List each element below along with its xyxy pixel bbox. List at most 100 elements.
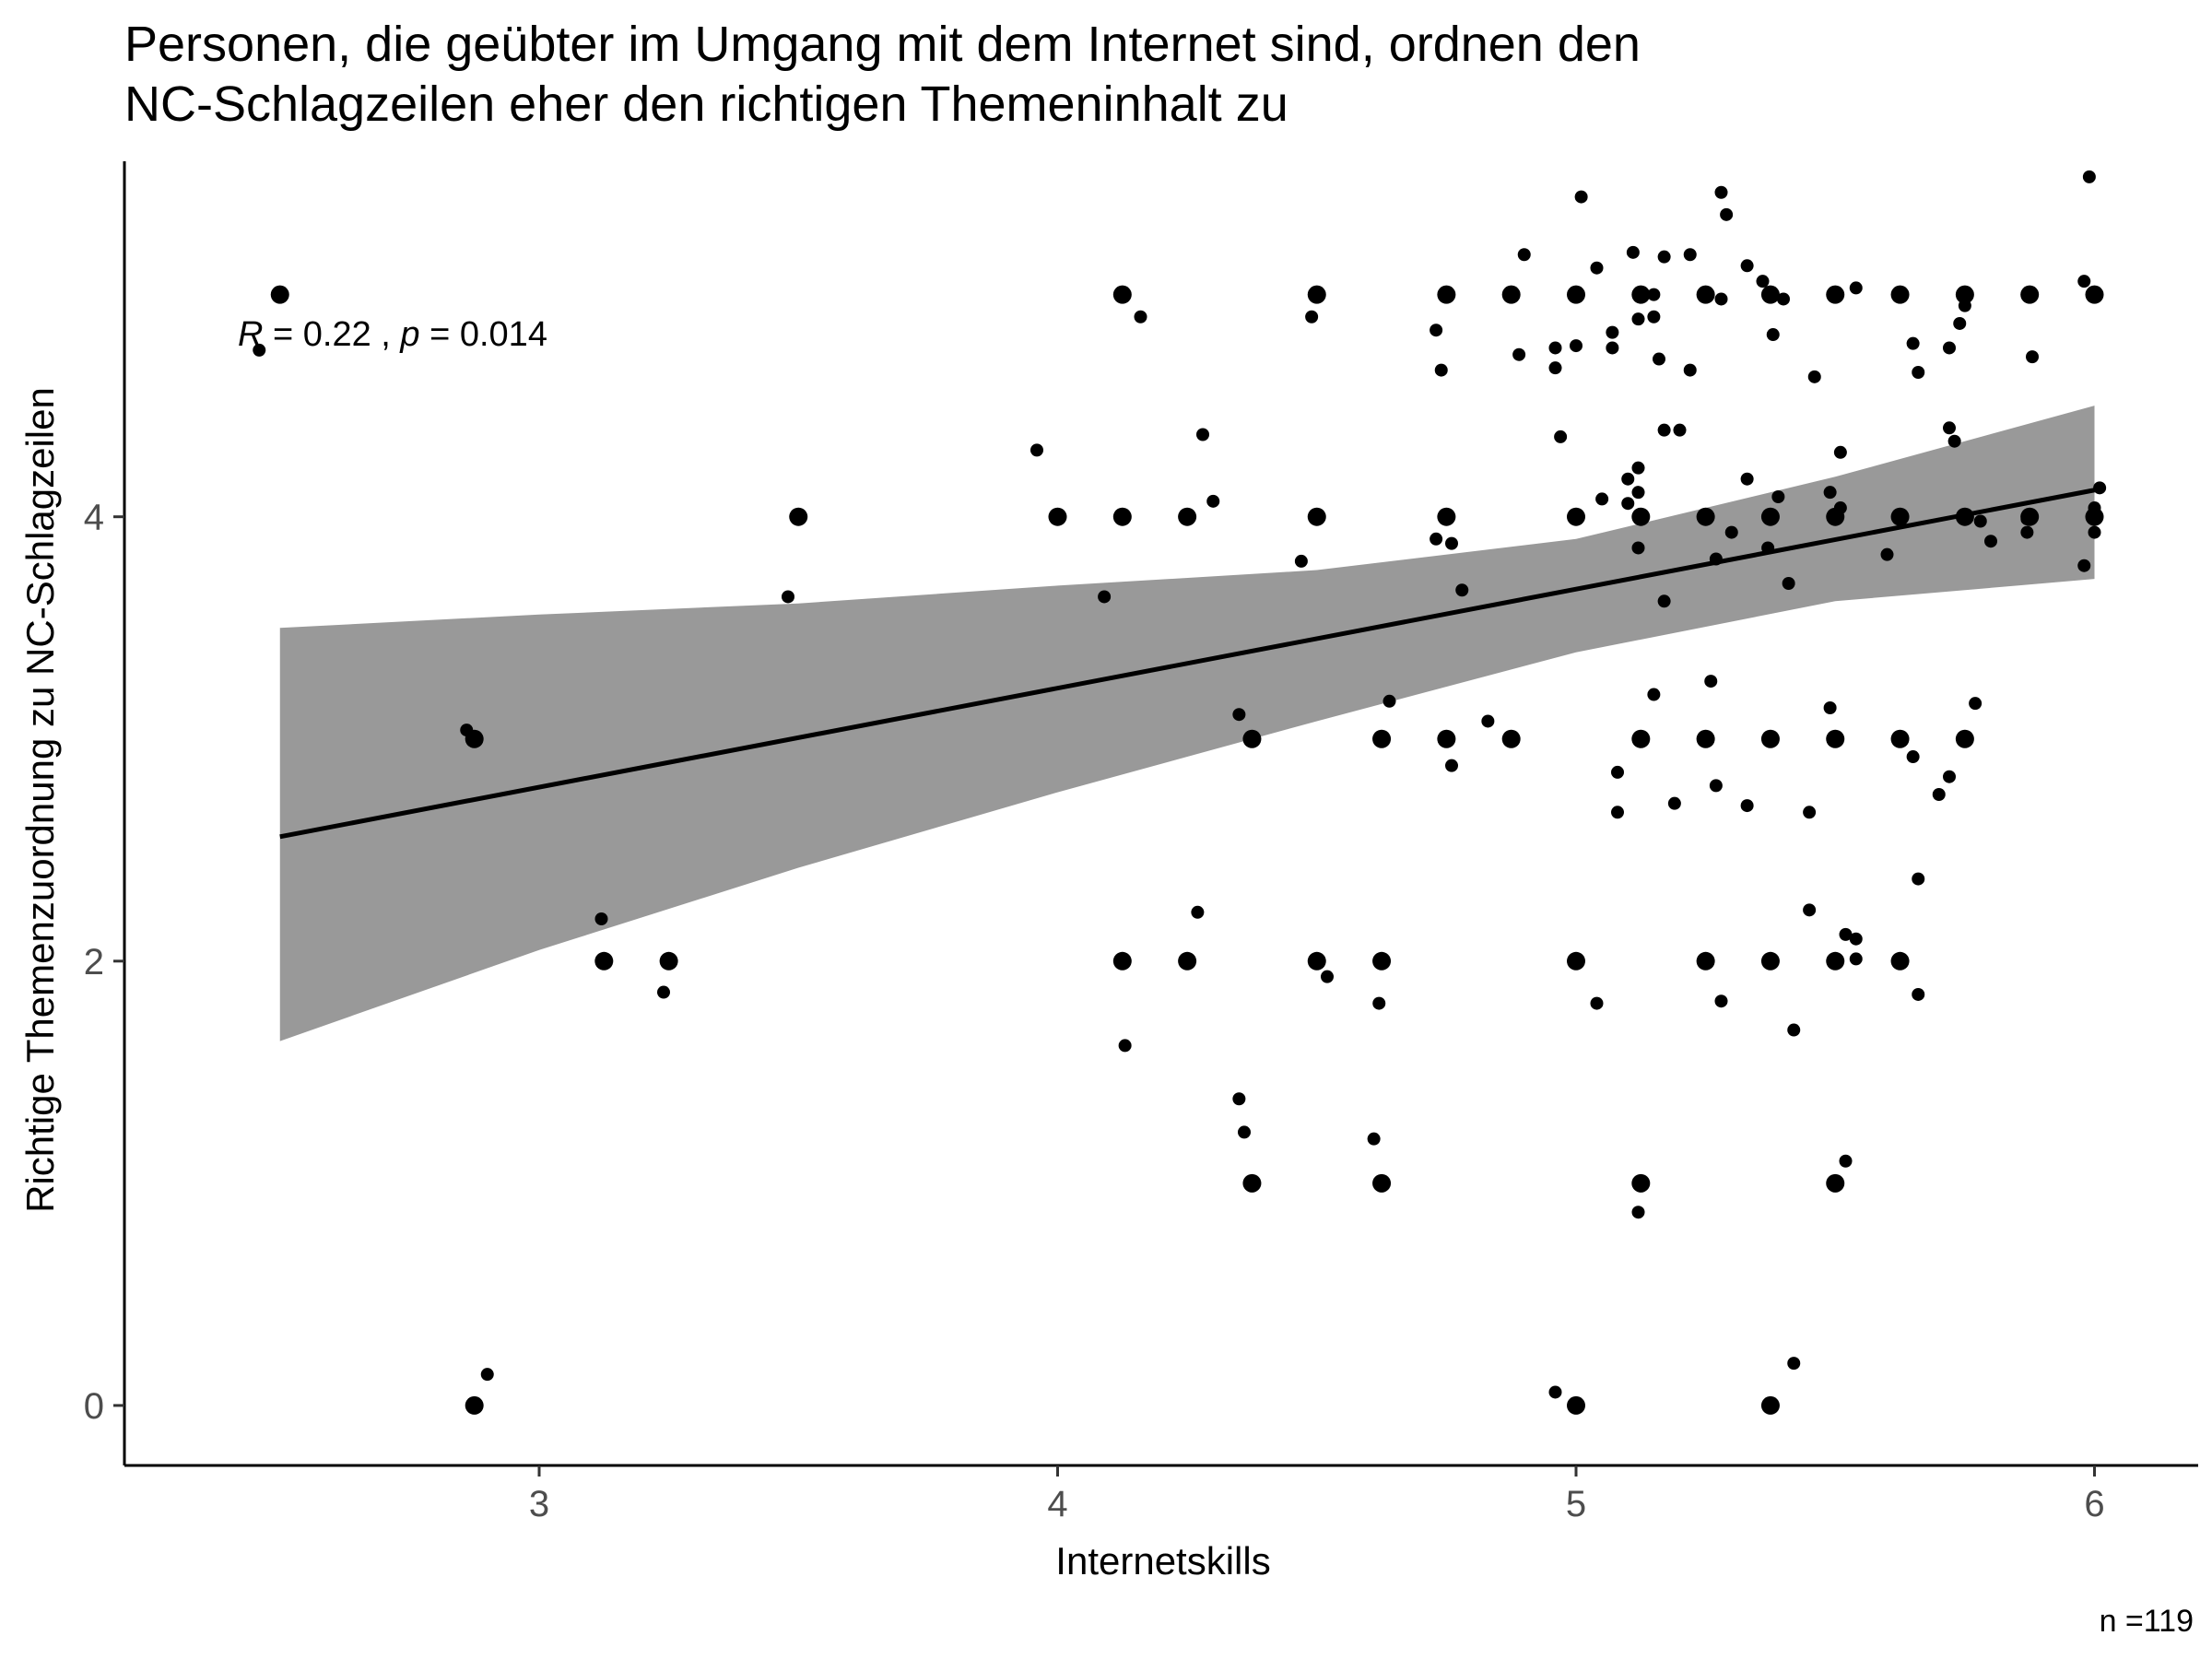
data-point bbox=[1118, 1039, 1132, 1053]
data-point bbox=[1761, 541, 1775, 555]
data-point bbox=[1372, 951, 1392, 971]
data-point bbox=[1673, 423, 1687, 437]
data-point bbox=[1307, 951, 1326, 971]
y-tick-label: 4 bbox=[84, 498, 104, 538]
data-point bbox=[1445, 759, 1458, 772]
data-point bbox=[1242, 1173, 1262, 1193]
data-point bbox=[1740, 799, 1754, 813]
data-point bbox=[2020, 285, 2040, 304]
data-point bbox=[1611, 806, 1624, 819]
data-point bbox=[1631, 486, 1645, 500]
data-point bbox=[1958, 299, 1971, 312]
x-tick-label: 6 bbox=[2084, 1484, 2104, 1524]
data-point bbox=[1631, 1173, 1651, 1193]
y-tick-label: 0 bbox=[84, 1386, 104, 1427]
data-point bbox=[1307, 507, 1326, 526]
data-point bbox=[1232, 1092, 1246, 1106]
data-point bbox=[1657, 423, 1671, 437]
data-point bbox=[1570, 339, 1583, 353]
data-point bbox=[2077, 559, 2091, 572]
data-point bbox=[1839, 1154, 1853, 1168]
data-point bbox=[2020, 525, 2034, 539]
data-point bbox=[1307, 285, 1326, 304]
data-point bbox=[1906, 336, 1920, 350]
data-point bbox=[1196, 428, 1209, 441]
data-point bbox=[1771, 489, 1785, 503]
data-point bbox=[2082, 170, 2096, 183]
data-point bbox=[1606, 325, 1619, 339]
data-point bbox=[1740, 472, 1754, 486]
data-point bbox=[1714, 185, 1728, 199]
data-point bbox=[1548, 341, 1562, 355]
data-point bbox=[1294, 554, 1308, 568]
data-point bbox=[1826, 729, 1845, 748]
data-point bbox=[1984, 535, 1997, 548]
data-point bbox=[1766, 328, 1780, 342]
data-point bbox=[1437, 507, 1456, 526]
data-point bbox=[1973, 514, 1987, 528]
y-tick-label: 2 bbox=[84, 942, 104, 982]
data-point bbox=[1621, 472, 1635, 486]
data-point bbox=[1777, 292, 1790, 306]
data-point bbox=[1803, 903, 1817, 917]
data-point bbox=[1631, 285, 1651, 304]
data-point bbox=[1232, 708, 1246, 722]
data-point bbox=[253, 343, 266, 357]
data-point bbox=[1455, 583, 1469, 597]
data-point bbox=[1683, 248, 1697, 262]
data-point bbox=[1567, 507, 1585, 526]
x-tick-label: 5 bbox=[1566, 1484, 1586, 1524]
data-point bbox=[1653, 352, 1665, 366]
data-point bbox=[1606, 341, 1619, 355]
data-point bbox=[1657, 594, 1671, 608]
data-point bbox=[1048, 507, 1067, 526]
data-point bbox=[1906, 750, 1920, 764]
data-point bbox=[1969, 697, 1983, 711]
data-point bbox=[1880, 547, 1894, 561]
data-point bbox=[1657, 250, 1671, 264]
data-point bbox=[2088, 501, 2101, 515]
data-point bbox=[1696, 951, 1715, 971]
data-point bbox=[594, 951, 614, 971]
confidence-band bbox=[279, 406, 2095, 1041]
data-point bbox=[1548, 1385, 1562, 1399]
data-point bbox=[1826, 285, 1845, 304]
data-point bbox=[1849, 932, 1863, 946]
data-point bbox=[1760, 951, 1780, 971]
data-point bbox=[659, 951, 678, 971]
data-point bbox=[1098, 590, 1112, 604]
data-point bbox=[657, 985, 670, 999]
data-point bbox=[270, 285, 289, 304]
data-point bbox=[1823, 486, 1837, 500]
data-point bbox=[1890, 285, 1910, 304]
data-point bbox=[1631, 729, 1651, 748]
data-point bbox=[1849, 952, 1863, 966]
data-point bbox=[1807, 370, 1821, 383]
data-point bbox=[1955, 729, 1974, 748]
data-point bbox=[1626, 245, 1640, 259]
data-point bbox=[460, 724, 474, 737]
data-point bbox=[1714, 292, 1728, 306]
data-point bbox=[1567, 951, 1585, 971]
data-point bbox=[594, 912, 608, 926]
data-point bbox=[1833, 501, 1847, 515]
data-point bbox=[480, 1368, 494, 1382]
data-point bbox=[1112, 951, 1132, 971]
data-point bbox=[2020, 512, 2034, 526]
data-point bbox=[1178, 507, 1197, 526]
data-point bbox=[1932, 788, 1946, 802]
data-point bbox=[1890, 729, 1910, 748]
data-point bbox=[2026, 350, 2039, 364]
data-point bbox=[1434, 363, 1448, 377]
data-point bbox=[1501, 729, 1521, 748]
data-point bbox=[1372, 996, 1386, 1010]
data-point bbox=[1756, 275, 1770, 288]
data-point bbox=[2088, 525, 2101, 539]
data-point bbox=[2077, 275, 2091, 288]
data-point bbox=[1206, 494, 1220, 508]
data-point bbox=[1696, 507, 1715, 526]
data-point bbox=[1554, 429, 1568, 443]
data-point bbox=[1430, 532, 1443, 546]
x-axis-title: Internetskills bbox=[1055, 1539, 1271, 1583]
data-point bbox=[1696, 285, 1715, 304]
